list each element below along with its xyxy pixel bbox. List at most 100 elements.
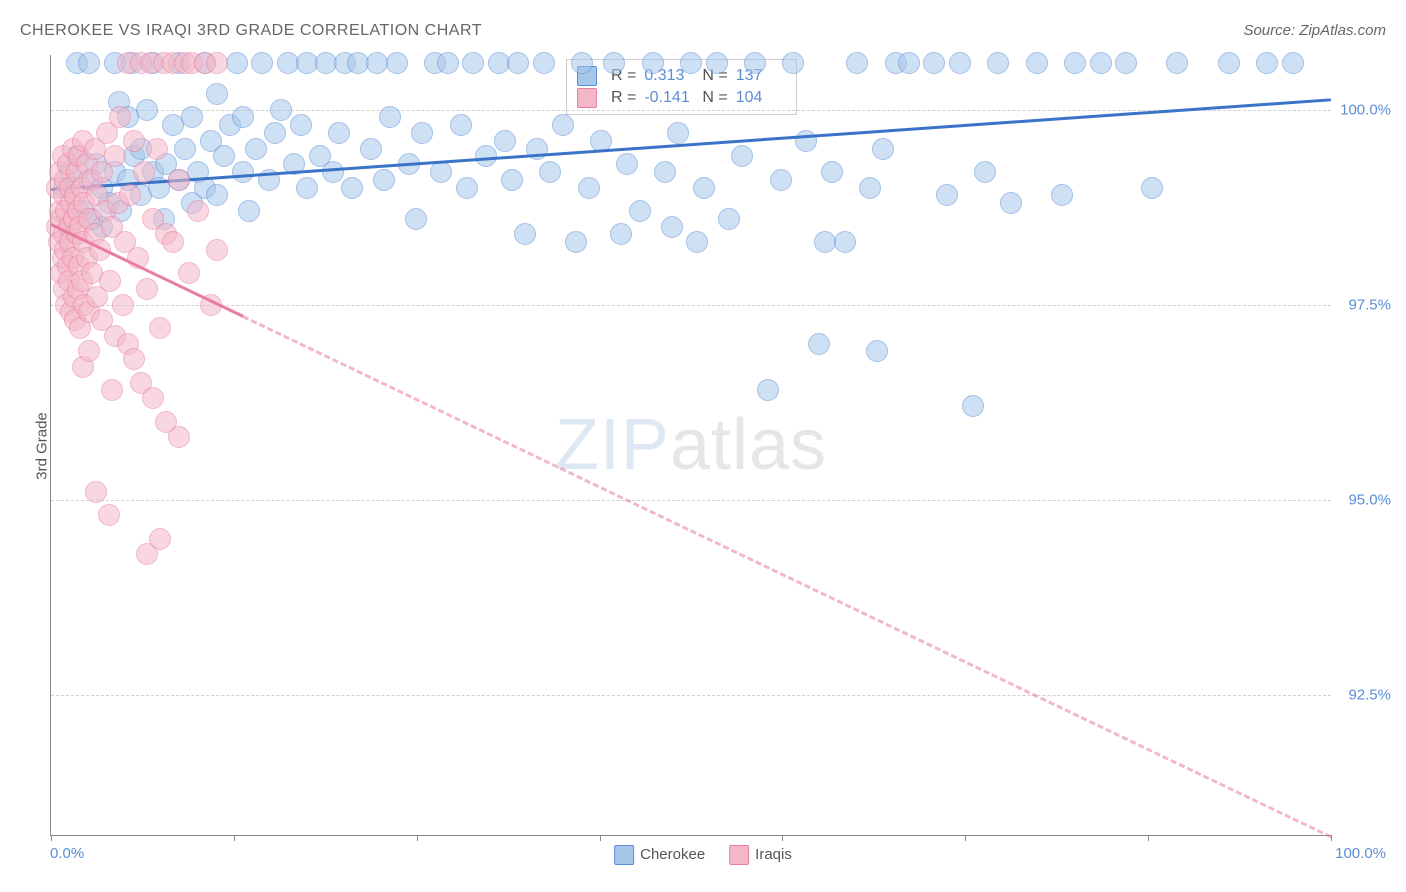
data-point bbox=[162, 231, 184, 253]
data-point bbox=[616, 153, 638, 175]
data-point bbox=[808, 333, 830, 355]
data-point bbox=[1256, 52, 1278, 74]
data-point bbox=[859, 177, 881, 199]
data-point bbox=[866, 340, 888, 362]
data-point bbox=[661, 216, 683, 238]
data-point bbox=[974, 161, 996, 183]
chart-title: CHEROKEE VS IRAQI 3RD GRADE CORRELATION … bbox=[20, 22, 482, 40]
data-point bbox=[571, 52, 593, 74]
y-tick-label: 95.0% bbox=[1348, 491, 1391, 508]
data-point bbox=[290, 114, 312, 136]
data-point bbox=[667, 122, 689, 144]
x-tick bbox=[51, 835, 52, 841]
data-point bbox=[923, 52, 945, 74]
data-point bbox=[146, 138, 168, 160]
data-point bbox=[1115, 52, 1137, 74]
data-point bbox=[795, 130, 817, 152]
trend-line bbox=[242, 315, 1331, 838]
data-point bbox=[270, 99, 292, 121]
data-point bbox=[149, 528, 171, 550]
data-point bbox=[1000, 192, 1022, 214]
data-point bbox=[603, 52, 625, 74]
data-point bbox=[770, 169, 792, 191]
data-point bbox=[898, 52, 920, 74]
data-point bbox=[119, 184, 141, 206]
data-point bbox=[360, 138, 382, 160]
x-tick bbox=[1148, 835, 1149, 841]
data-point bbox=[328, 122, 350, 144]
data-point bbox=[654, 161, 676, 183]
legend-label: Iraqis bbox=[755, 846, 792, 863]
data-point bbox=[1090, 52, 1112, 74]
y-tick-label: 97.5% bbox=[1348, 296, 1391, 313]
data-point bbox=[386, 52, 408, 74]
data-point bbox=[373, 169, 395, 191]
data-point bbox=[112, 294, 134, 316]
data-point bbox=[834, 231, 856, 253]
x-axis-min-label: 0.0% bbox=[50, 845, 84, 862]
data-point bbox=[101, 379, 123, 401]
data-point bbox=[104, 145, 126, 167]
chart-source: Source: ZipAtlas.com bbox=[1243, 22, 1386, 39]
data-point bbox=[872, 138, 894, 160]
data-point bbox=[1141, 177, 1163, 199]
stats-r-value: -0.141 bbox=[644, 89, 694, 107]
data-point bbox=[226, 52, 248, 74]
data-point bbox=[450, 114, 472, 136]
data-point bbox=[782, 52, 804, 74]
data-point bbox=[206, 184, 228, 206]
x-tick bbox=[965, 835, 966, 841]
data-point bbox=[494, 130, 516, 152]
data-point bbox=[78, 52, 100, 74]
data-point bbox=[962, 395, 984, 417]
data-point bbox=[99, 270, 121, 292]
data-point bbox=[437, 52, 459, 74]
data-point bbox=[514, 223, 536, 245]
data-point bbox=[109, 106, 131, 128]
x-tick bbox=[417, 835, 418, 841]
stats-n-value: 104 bbox=[736, 89, 786, 107]
data-point bbox=[149, 317, 171, 339]
gridline bbox=[51, 695, 1331, 696]
data-point bbox=[405, 208, 427, 230]
legend-swatch bbox=[729, 845, 749, 865]
data-point bbox=[533, 52, 555, 74]
watermark: ZIPatlas bbox=[555, 404, 827, 486]
data-point bbox=[949, 52, 971, 74]
data-point bbox=[821, 161, 843, 183]
data-point bbox=[245, 138, 267, 160]
x-tick bbox=[782, 835, 783, 841]
data-point bbox=[578, 177, 600, 199]
data-point bbox=[168, 426, 190, 448]
gridline bbox=[51, 305, 1331, 306]
x-tick bbox=[600, 835, 601, 841]
data-point bbox=[238, 200, 260, 222]
data-point bbox=[251, 52, 273, 74]
data-point bbox=[168, 169, 190, 191]
stats-n-label: N = bbox=[702, 89, 727, 107]
data-point bbox=[706, 52, 728, 74]
data-point bbox=[1282, 52, 1304, 74]
data-point bbox=[296, 177, 318, 199]
data-point bbox=[501, 169, 523, 191]
data-point bbox=[565, 231, 587, 253]
data-point bbox=[456, 177, 478, 199]
data-point bbox=[232, 161, 254, 183]
data-point bbox=[539, 161, 561, 183]
data-point bbox=[1064, 52, 1086, 74]
data-point bbox=[693, 177, 715, 199]
data-point bbox=[187, 200, 209, 222]
y-tick-label: 100.0% bbox=[1340, 101, 1391, 118]
stats-swatch bbox=[577, 88, 597, 108]
watermark-atlas: atlas bbox=[670, 405, 827, 485]
data-point bbox=[136, 278, 158, 300]
data-point bbox=[744, 52, 766, 74]
data-point bbox=[123, 130, 145, 152]
data-point bbox=[181, 106, 203, 128]
legend-item: Cherokee bbox=[614, 845, 705, 865]
data-point bbox=[462, 52, 484, 74]
data-point bbox=[174, 138, 196, 160]
data-point bbox=[85, 481, 107, 503]
data-point bbox=[1051, 184, 1073, 206]
data-point bbox=[846, 52, 868, 74]
